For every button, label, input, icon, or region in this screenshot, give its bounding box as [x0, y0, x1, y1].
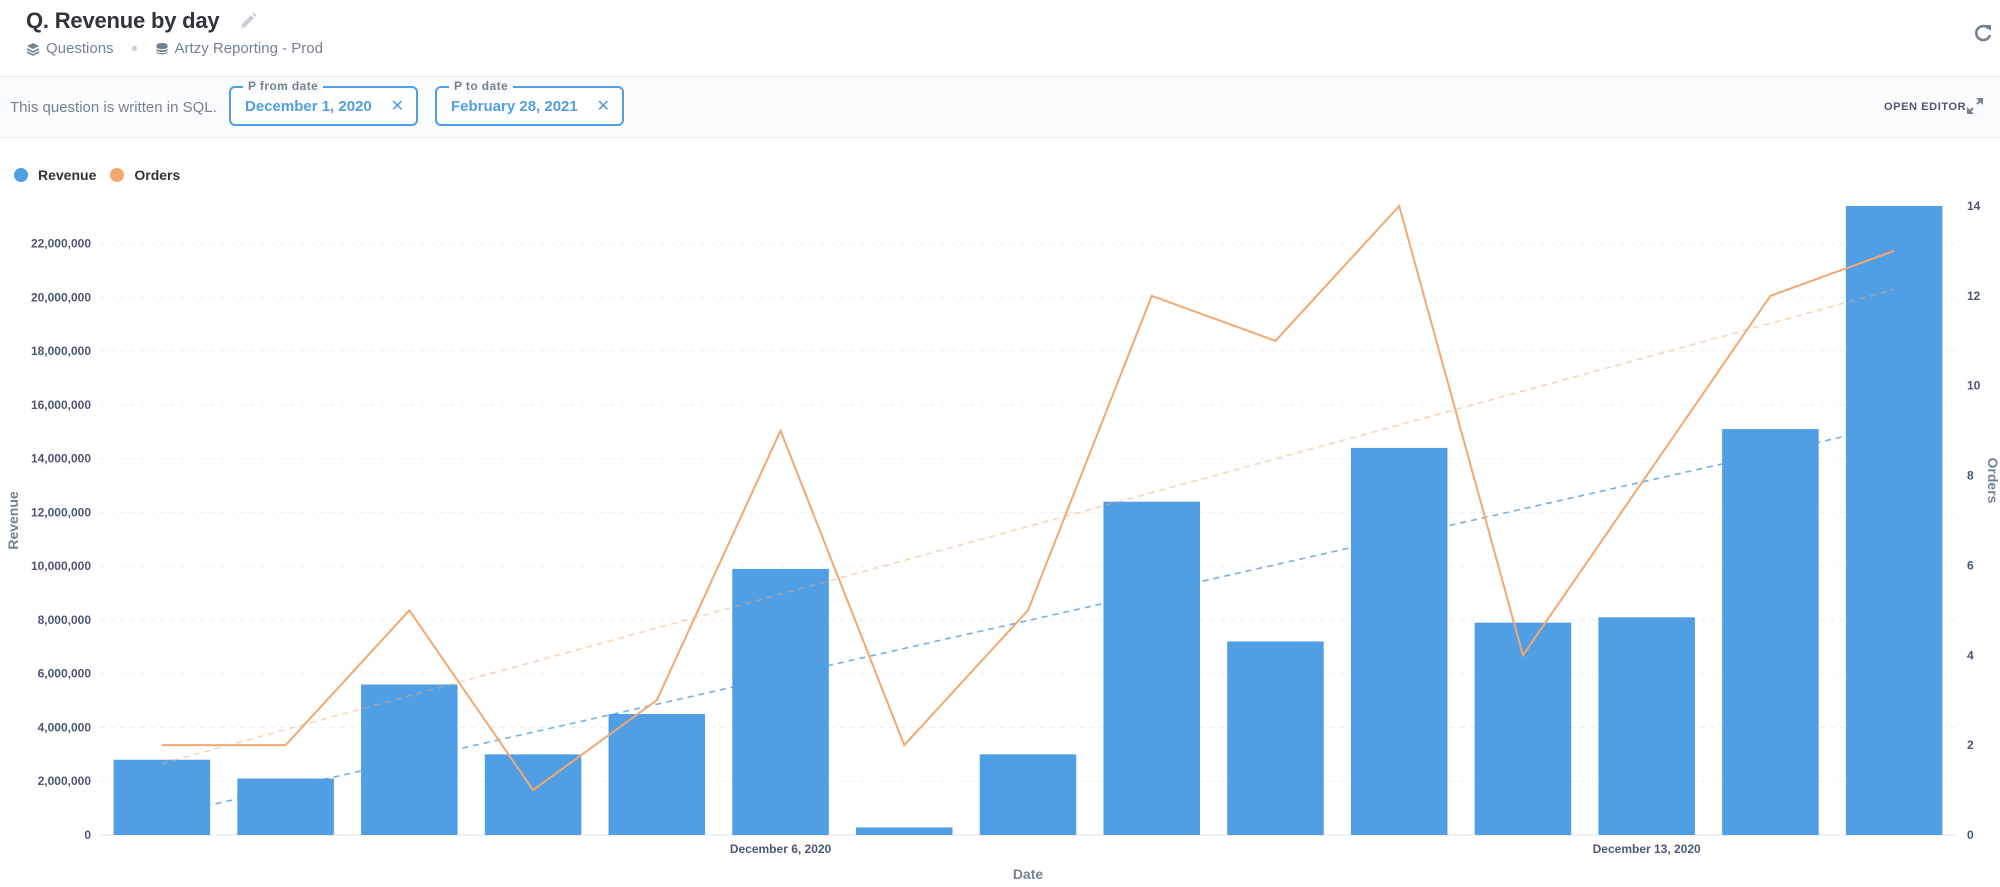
y2-tick-label: 10 — [1967, 379, 1981, 393]
breadcrumb-separator — [131, 46, 137, 51]
page-title[interactable]: Q. Revenue by day — [26, 8, 220, 33]
bar-revenue — [1598, 617, 1695, 835]
y-tick-label: 12,000,000 — [31, 505, 91, 519]
sql-note: This question is written in SQL. — [10, 99, 217, 116]
x-tick-label: December 13, 2020 — [1593, 842, 1701, 856]
y2-tick-label: 4 — [1967, 648, 1974, 662]
x-axis-title: Date — [1013, 866, 1044, 882]
x-tick-label: December 6, 2020 — [730, 842, 832, 856]
bar-revenue — [113, 759, 211, 835]
bar-revenue — [979, 754, 1077, 835]
y2-tick-label: 12 — [1967, 289, 1981, 303]
pencil-icon[interactable] — [237, 10, 259, 32]
breadcrumb-collection-label: Questions — [46, 40, 114, 57]
bar-revenue — [608, 714, 706, 835]
open-editor-button[interactable]: OPEN EDITOR — [1884, 101, 1967, 113]
title-row: Q. Revenue by day — [26, 8, 259, 34]
param-from-date[interactable]: P from date December 1, 2020 ✕ — [229, 78, 418, 126]
y-tick-label: 14,000,000 — [31, 452, 91, 466]
bar-revenue — [237, 778, 334, 835]
param-to-date[interactable]: P to date February 28, 2021 ✕ — [435, 78, 624, 126]
bar-revenue — [856, 827, 953, 835]
parameters-bar: This question is written in SQL. P from … — [0, 76, 2000, 138]
y2-tick-label: 2 — [1967, 738, 1974, 752]
breadcrumb-database[interactable]: Artzy Reporting - Prod — [155, 40, 323, 57]
bar-revenue — [1227, 641, 1324, 835]
close-icon[interactable]: ✕ — [596, 98, 610, 115]
refresh-icon[interactable] — [1972, 22, 1994, 44]
question-header: Q. Revenue by day Questions A — [0, 0, 2000, 76]
y2-tick-label: 14 — [1967, 199, 1981, 213]
param-from-date-value[interactable]: December 1, 2020 — [245, 98, 372, 115]
breadcrumb-database-label: Artzy Reporting - Prod — [174, 40, 323, 57]
y-tick-label: 18,000,000 — [31, 344, 91, 358]
y-tick-label: 2,000,000 — [38, 774, 92, 788]
y-tick-label: 20,000,000 — [31, 290, 91, 304]
y2-axis-title: Orders — [1985, 458, 2000, 504]
breadcrumb: Questions Artzy Reporting - Prod — [26, 40, 323, 57]
y-tick-label: 4,000,000 — [38, 720, 92, 734]
y-axis-title: Revenue — [5, 491, 21, 550]
legend-dot-orders — [110, 168, 125, 182]
expand-icon[interactable] — [1965, 96, 1985, 116]
y2-tick-label: 8 — [1967, 469, 1974, 483]
param-to-date-value[interactable]: February 28, 2021 — [451, 98, 578, 115]
bar-revenue — [1845, 206, 1943, 835]
chart-legend: Revenue Orders — [14, 167, 194, 183]
close-icon[interactable]: ✕ — [390, 98, 404, 115]
trendline-orders — [161, 288, 1895, 765]
bar-revenue — [1350, 447, 1448, 835]
bar-revenue — [1722, 429, 1819, 835]
y2-tick-label: 6 — [1967, 558, 1974, 572]
legend-item-orders[interactable]: Orders — [110, 167, 180, 183]
legend-dot-revenue — [14, 168, 28, 182]
y2-tick-label: 0 — [1967, 828, 1974, 842]
y-tick-label: 16,000,000 — [31, 398, 91, 412]
line-orders — [161, 203, 1895, 792]
trendline-revenue — [161, 424, 1895, 817]
bar-revenue — [732, 568, 829, 835]
breadcrumb-collection[interactable]: Questions — [26, 40, 114, 57]
param-from-date-label: P from date — [243, 78, 324, 94]
legend-label-orders: Orders — [134, 167, 181, 183]
database-icon — [155, 42, 168, 54]
y-tick-label: 10,000,000 — [31, 559, 91, 573]
legend-label-revenue: Revenue — [38, 167, 97, 183]
y-tick-label: 22,000,000 — [31, 237, 91, 251]
collection-icon — [26, 42, 40, 56]
y-tick-label: 0 — [84, 828, 91, 842]
param-to-date-label: P to date — [449, 78, 514, 94]
legend-item-revenue[interactable]: Revenue — [14, 167, 96, 183]
bar-revenue — [1474, 622, 1572, 835]
bar-revenue — [1103, 501, 1200, 835]
y-tick-label: 8,000,000 — [38, 613, 92, 627]
y-tick-label: 6,000,000 — [38, 667, 92, 681]
